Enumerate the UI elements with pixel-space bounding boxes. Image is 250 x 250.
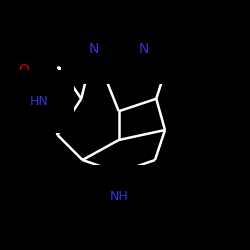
Text: NH: NH xyxy=(110,190,128,203)
Text: N: N xyxy=(138,42,149,56)
Text: O: O xyxy=(18,63,29,77)
Text: N: N xyxy=(88,42,99,56)
Text: HN: HN xyxy=(30,95,49,108)
